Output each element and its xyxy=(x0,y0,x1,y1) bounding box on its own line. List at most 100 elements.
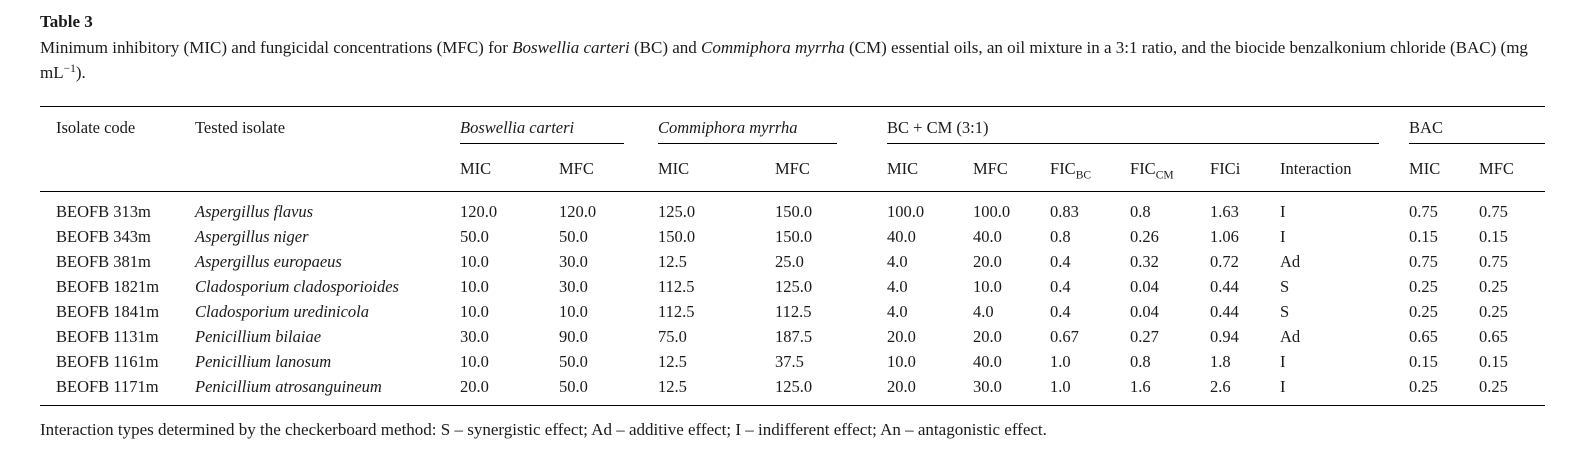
interaction-cell: S xyxy=(1280,302,1290,321)
group-header-bc-cm-mix: BC + CM (3:1) xyxy=(887,107,1409,144)
interaction-cell: Ad xyxy=(1280,252,1301,271)
bac-mic-cell: 0.25 xyxy=(1409,377,1438,396)
fici-cell: 1.8 xyxy=(1210,352,1231,371)
fic-cm-cell: 1.6 xyxy=(1130,377,1151,396)
fici-cell: 0.44 xyxy=(1210,277,1239,296)
fici-cell: 0.94 xyxy=(1210,327,1239,346)
isolate-code-cell: BEOFB 1171m xyxy=(56,377,159,396)
interaction-cell: S xyxy=(1280,277,1290,296)
isolate-code-cell: BEOFB 1841m xyxy=(56,302,160,321)
bc-mfc-cell: 50.0 xyxy=(559,352,588,371)
bc-mfc-cell: 30.0 xyxy=(559,252,588,271)
mix-mic-cell: 100.0 xyxy=(887,202,925,221)
fic-cm-cell: 0.8 xyxy=(1130,202,1151,221)
bc-mic-cell: 10.0 xyxy=(460,277,489,296)
fic-cm-cell: 0.04 xyxy=(1130,277,1159,296)
col-header-cm-mic: MIC xyxy=(658,144,775,192)
mix-mfc-cell: 20.0 xyxy=(973,327,1002,346)
col-header-fici: FICi xyxy=(1210,144,1281,192)
fic-bc-cell: 0.4 xyxy=(1050,252,1071,271)
col-header-interaction: Interaction xyxy=(1280,144,1410,192)
bac-mic-cell: 0.25 xyxy=(1409,302,1438,321)
fic-bc-cell: 0.67 xyxy=(1050,327,1079,346)
table-row: BEOFB 1821m Cladosporium cladosporioides 1… xyxy=(40,274,1545,299)
col-header-fic-cm: FICCM xyxy=(1130,144,1211,192)
tested-isolate-cell: Penicillium lanosum xyxy=(195,352,332,371)
cm-mic-cell: 150.0 xyxy=(658,227,696,246)
fic-label: FIC xyxy=(1130,159,1156,178)
interaction-cell: I xyxy=(1280,227,1286,246)
cm-mfc-cell: 112.5 xyxy=(775,302,812,321)
mix-mic-cell: 40.0 xyxy=(887,227,916,246)
cm-mfc-cell: 25.0 xyxy=(775,252,804,271)
tested-isolate-cell: Penicillium atrosanguineum xyxy=(195,377,382,396)
tested-isolate-cell: Cladosporium cladosporioides xyxy=(195,277,399,296)
cm-mic-cell: 12.5 xyxy=(658,252,687,271)
table-row: BEOFB 313m Aspergillus flavus 120.0 120.0 12… xyxy=(40,192,1545,225)
fic-bc-cell: 1.0 xyxy=(1050,377,1071,396)
mix-mfc-cell: 20.0 xyxy=(973,252,1002,271)
mix-mic-cell: 4.0 xyxy=(887,277,908,296)
mix-mfc-cell: 40.0 xyxy=(973,352,1002,371)
fic-cm-cell: 0.27 xyxy=(1130,327,1159,346)
bac-mic-cell: 0.65 xyxy=(1409,327,1438,346)
caption-text: (BC) and xyxy=(629,38,702,57)
col-header-bac-mic: MIC xyxy=(1409,144,1480,192)
table-row: BEOFB 1161m Penicillium lanosum 10.0 50.0 12… xyxy=(40,349,1545,374)
fic-bc-cell: 0.83 xyxy=(1050,202,1079,221)
cm-mic-cell: 75.0 xyxy=(658,327,687,346)
bac-mic-cell: 0.25 xyxy=(1409,277,1438,296)
fic-bc-cell: 1.0 xyxy=(1050,352,1071,371)
group-header-label: BC + CM (3:1) xyxy=(887,118,1380,144)
table-caption: Minimum inhibitory (MIC) and fungicidal … xyxy=(40,35,1560,88)
fic-bc-cell: 0.8 xyxy=(1050,227,1071,246)
col-header-mix-mfc: MFC xyxy=(973,144,1051,192)
mic-mfc-table: Isolate code Tested isolate Boswellia ca… xyxy=(40,106,1546,406)
tested-isolate-cell: Penicillium bilaiae xyxy=(195,327,322,346)
interaction-cell: Ad xyxy=(1280,327,1301,346)
cm-mic-cell: 12.5 xyxy=(658,377,687,396)
caption-species-bc: Boswellia carteri xyxy=(512,38,630,57)
col-header-tested-isolate: Tested isolate xyxy=(195,106,460,192)
cm-mic-cell: 112.5 xyxy=(658,277,695,296)
fici-cell: 0.72 xyxy=(1210,252,1239,271)
cm-mfc-cell: 150.0 xyxy=(775,227,813,246)
cm-mic-cell: 112.5 xyxy=(658,302,695,321)
group-header-boswellia-carteri: Boswellia carteri xyxy=(460,107,658,144)
cm-mfc-cell: 125.0 xyxy=(775,277,813,296)
fic-cm-cell: 0.04 xyxy=(1130,302,1159,321)
mix-mic-cell: 20.0 xyxy=(887,377,916,396)
cm-mfc-cell: 150.0 xyxy=(775,202,813,221)
mix-mic-cell: 20.0 xyxy=(887,327,916,346)
isolate-code-cell: BEOFB 1131m xyxy=(56,327,159,346)
bac-mic-cell: 0.15 xyxy=(1409,352,1438,371)
bac-mfc-cell: 0.65 xyxy=(1479,327,1508,346)
bac-mfc-cell: 0.25 xyxy=(1479,277,1508,296)
bc-mic-cell: 50.0 xyxy=(460,227,489,246)
fic-bc-subscript: BC xyxy=(1075,169,1092,182)
bac-mfc-cell: 0.75 xyxy=(1479,252,1508,271)
col-header-isolate-code: Isolate code xyxy=(40,106,195,192)
caption-text: ). xyxy=(75,63,86,82)
bac-mfc-cell: 0.75 xyxy=(1479,202,1508,221)
table-title: Table 3 xyxy=(40,12,93,31)
cm-mfc-cell: 37.5 xyxy=(775,352,804,371)
caption-exponent: −1 xyxy=(63,63,76,75)
bac-mic-cell: 0.75 xyxy=(1409,252,1438,271)
group-header-bac: BAC xyxy=(1409,107,1546,144)
mix-mic-cell: 4.0 xyxy=(887,302,908,321)
table-row: BEOFB 343m Aspergillus niger 50.0 50.0 150.0… xyxy=(40,224,1545,249)
fici-cell: 1.63 xyxy=(1210,202,1239,221)
bc-mfc-cell: 30.0 xyxy=(559,277,588,296)
col-header-fic-bc: FICBC xyxy=(1050,144,1131,192)
table-row: BEOFB 1131m Penicillium bilaiae 30.0 90.0 75… xyxy=(40,324,1545,349)
tested-isolate-cell: Cladosporium uredinicola xyxy=(195,302,370,321)
bc-mic-cell: 10.0 xyxy=(460,352,489,371)
mix-mfc-cell: 10.0 xyxy=(973,277,1002,296)
fici-cell: 0.44 xyxy=(1210,302,1239,321)
mix-mfc-cell: 100.0 xyxy=(973,202,1011,221)
table-row: BEOFB 381m Aspergillus europaeus 10.0 30.0 1… xyxy=(40,249,1545,274)
table-row: BEOFB 1841m Cladosporium uredinicola 10.0 1… xyxy=(40,299,1545,324)
isolate-code-cell: BEOFB 381m xyxy=(56,252,151,271)
